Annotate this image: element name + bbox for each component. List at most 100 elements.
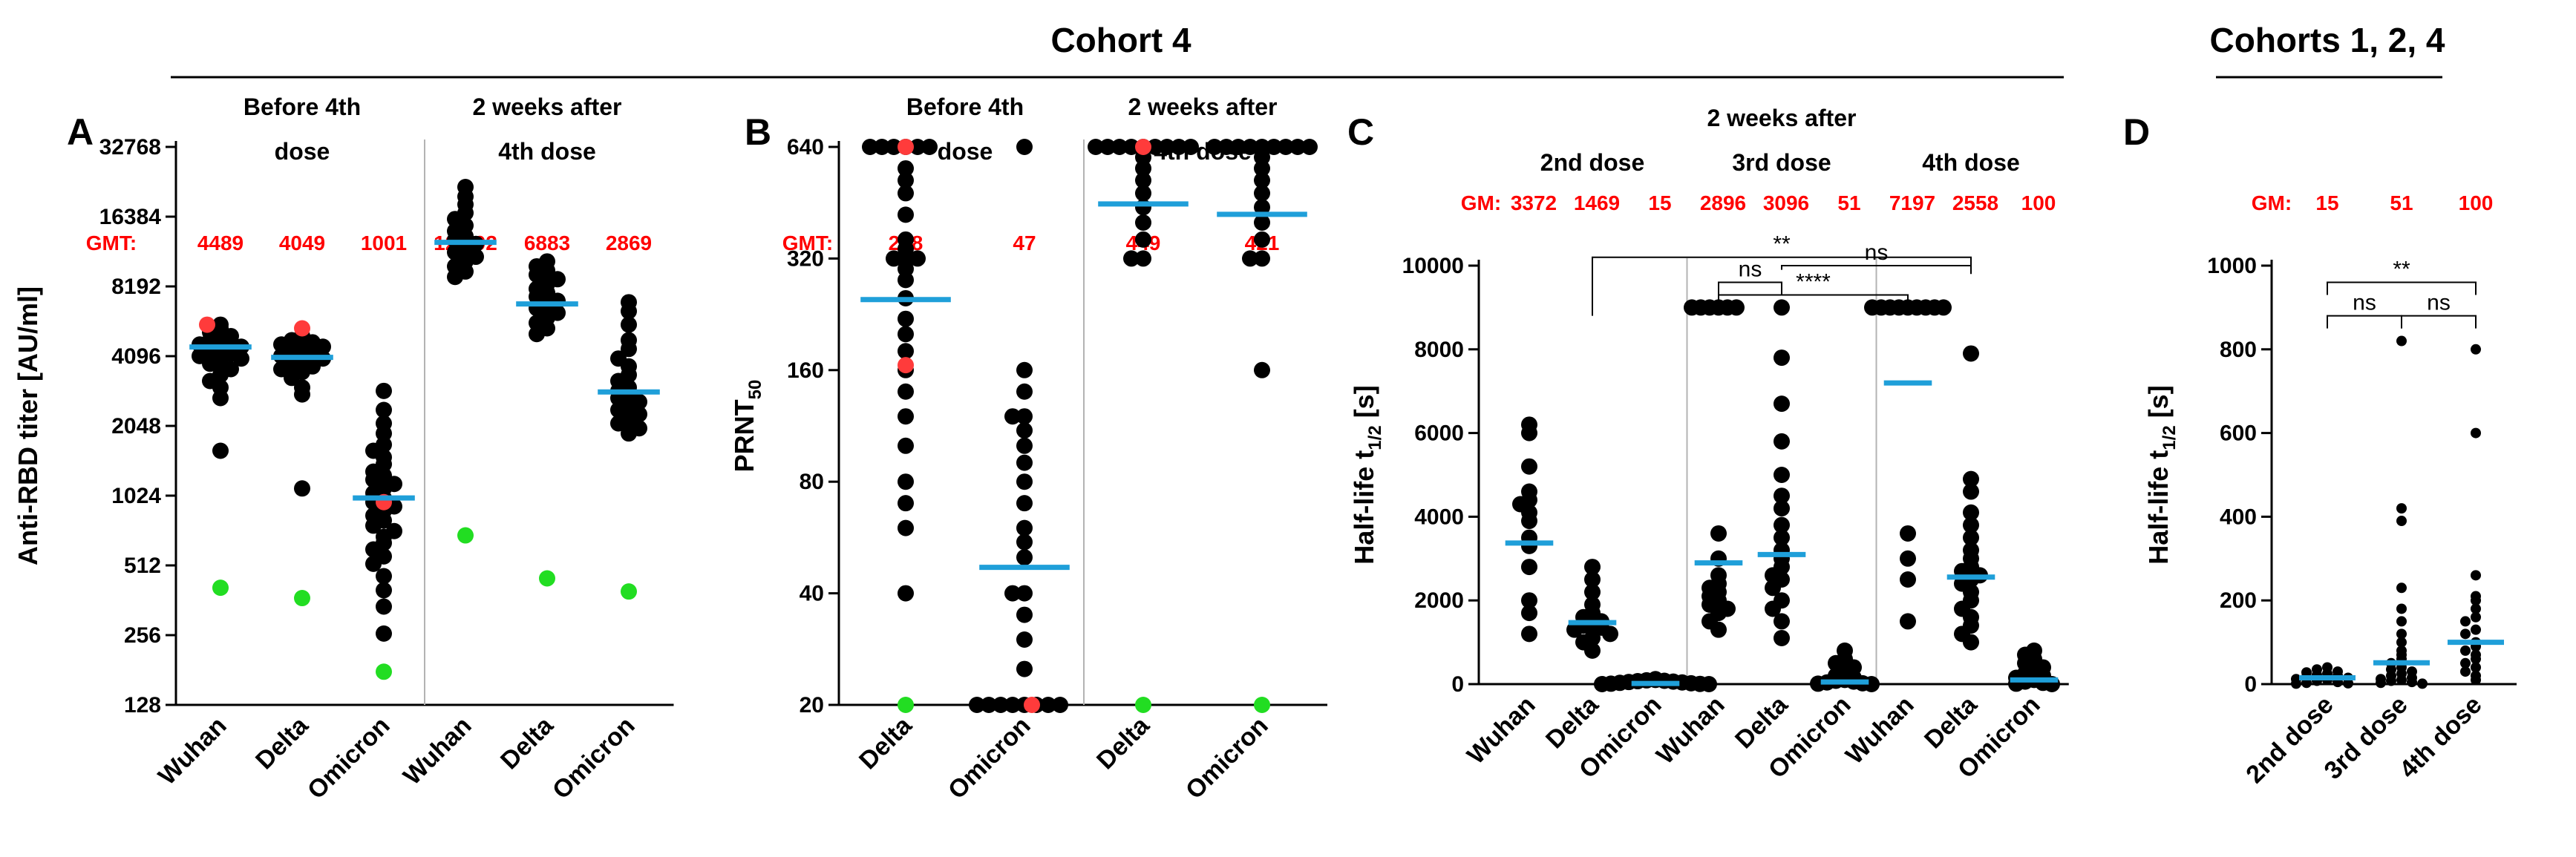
y-tick-label: 2000 xyxy=(1414,588,1464,613)
data-point xyxy=(1254,160,1270,177)
y-tick-label: 6000 xyxy=(1414,421,1464,446)
y-axis-label-main: Half-life t xyxy=(2143,450,2174,565)
data-point xyxy=(1963,470,1979,487)
data-point xyxy=(2396,628,2407,640)
y-axis-label-unit: [s] xyxy=(1349,385,1379,425)
data-point xyxy=(1052,697,1068,713)
data-point xyxy=(2471,603,2481,614)
data-point xyxy=(1171,139,1187,155)
data-point xyxy=(898,343,914,360)
data-point xyxy=(1521,605,1537,622)
data-point xyxy=(1135,250,1151,267)
data-point xyxy=(909,250,926,267)
gm-value: 1001 xyxy=(361,232,407,255)
data-point xyxy=(2396,674,2407,686)
data-point xyxy=(294,480,310,497)
data-point xyxy=(1900,550,1916,567)
data-point xyxy=(1016,631,1033,649)
gm-value: 6883 xyxy=(524,232,570,255)
data-point-red xyxy=(1135,139,1151,155)
data-point xyxy=(898,272,914,289)
data-point xyxy=(294,386,310,403)
y-tick-label: 320 xyxy=(787,246,824,271)
x-tick-label: Omicron xyxy=(943,712,1036,805)
data-point xyxy=(1521,424,1537,441)
data-point xyxy=(1774,629,1790,646)
data-point xyxy=(1765,600,1781,617)
data-point xyxy=(2396,335,2407,347)
data-point xyxy=(1183,139,1199,155)
gm-value: 3096 xyxy=(1763,191,1809,214)
data-point xyxy=(2471,344,2481,355)
data-point xyxy=(2396,516,2407,527)
cohorts124-header: Cohorts 1, 2, 4 xyxy=(2210,21,2445,59)
data-point xyxy=(2291,678,2301,689)
data-point xyxy=(1710,621,1727,638)
x-tick-label: Delta xyxy=(250,711,314,775)
data-point xyxy=(1135,214,1151,231)
gm-value: 4489 xyxy=(197,232,243,255)
data-point-green xyxy=(1135,697,1151,713)
data-point xyxy=(1206,139,1223,155)
data-point xyxy=(898,585,914,602)
data-point xyxy=(898,519,914,536)
group-header-line1: 3rd dose xyxy=(1732,149,1831,176)
x-tick-label: Wuhan xyxy=(1651,691,1730,770)
data-point xyxy=(1521,513,1537,530)
y-axis-label: PRNT50 xyxy=(729,380,765,473)
data-point xyxy=(1774,516,1790,533)
data-point xyxy=(886,250,902,267)
data-point xyxy=(529,326,545,343)
data-point xyxy=(1301,139,1318,155)
significance-bracket xyxy=(1592,256,1972,316)
data-point xyxy=(1004,408,1021,425)
data-point xyxy=(376,382,392,399)
data-point xyxy=(212,390,229,407)
data-point xyxy=(376,582,392,599)
significance-label: ** xyxy=(2393,257,2410,282)
gm-value: 7197 xyxy=(1889,191,1935,214)
data-point xyxy=(1963,345,1979,362)
significance-label: ns xyxy=(2427,291,2451,315)
data-point xyxy=(2471,624,2481,635)
x-tick-label: Omicron xyxy=(1180,712,1274,805)
data-point-red xyxy=(199,316,215,333)
data-point xyxy=(1900,571,1916,588)
group-header-line2: dose xyxy=(938,138,993,165)
data-point xyxy=(898,383,914,400)
y-tick-label: 80 xyxy=(800,470,824,494)
y-tick-label: 800 xyxy=(2220,338,2257,362)
x-tick-label: Delta xyxy=(1091,711,1155,775)
y-tick-label: 0 xyxy=(1451,672,1464,697)
gm-value: 51 xyxy=(2390,191,2413,214)
y-tick-label: 2048 xyxy=(111,414,161,439)
data-point xyxy=(898,160,914,177)
data-point xyxy=(1016,408,1033,425)
y-axis-label-sub: 1/2 xyxy=(1365,425,1385,450)
data-point xyxy=(1016,533,1033,551)
data-point xyxy=(886,139,902,155)
data-point xyxy=(1135,160,1151,177)
data-point xyxy=(1016,454,1033,471)
data-point xyxy=(2460,616,2471,627)
data-point xyxy=(862,139,878,155)
y-tick-label: 1024 xyxy=(111,484,161,508)
data-point xyxy=(1147,139,1163,155)
super-header: 2 weeks after xyxy=(1707,105,1856,131)
data-point xyxy=(1774,500,1790,517)
data-point xyxy=(1016,549,1033,566)
data-point xyxy=(376,625,392,642)
significance-bracket xyxy=(2327,281,2477,295)
data-point xyxy=(1135,231,1151,248)
gm-value: 15 xyxy=(1648,191,1671,214)
data-point xyxy=(981,697,997,713)
significance-label: ns xyxy=(1739,257,1762,282)
data-point-green xyxy=(212,579,229,597)
data-point xyxy=(1016,495,1033,512)
data-point xyxy=(1521,592,1537,609)
y-tick-label: 1000 xyxy=(2207,254,2257,278)
y-tick-label: 20 xyxy=(800,693,824,718)
